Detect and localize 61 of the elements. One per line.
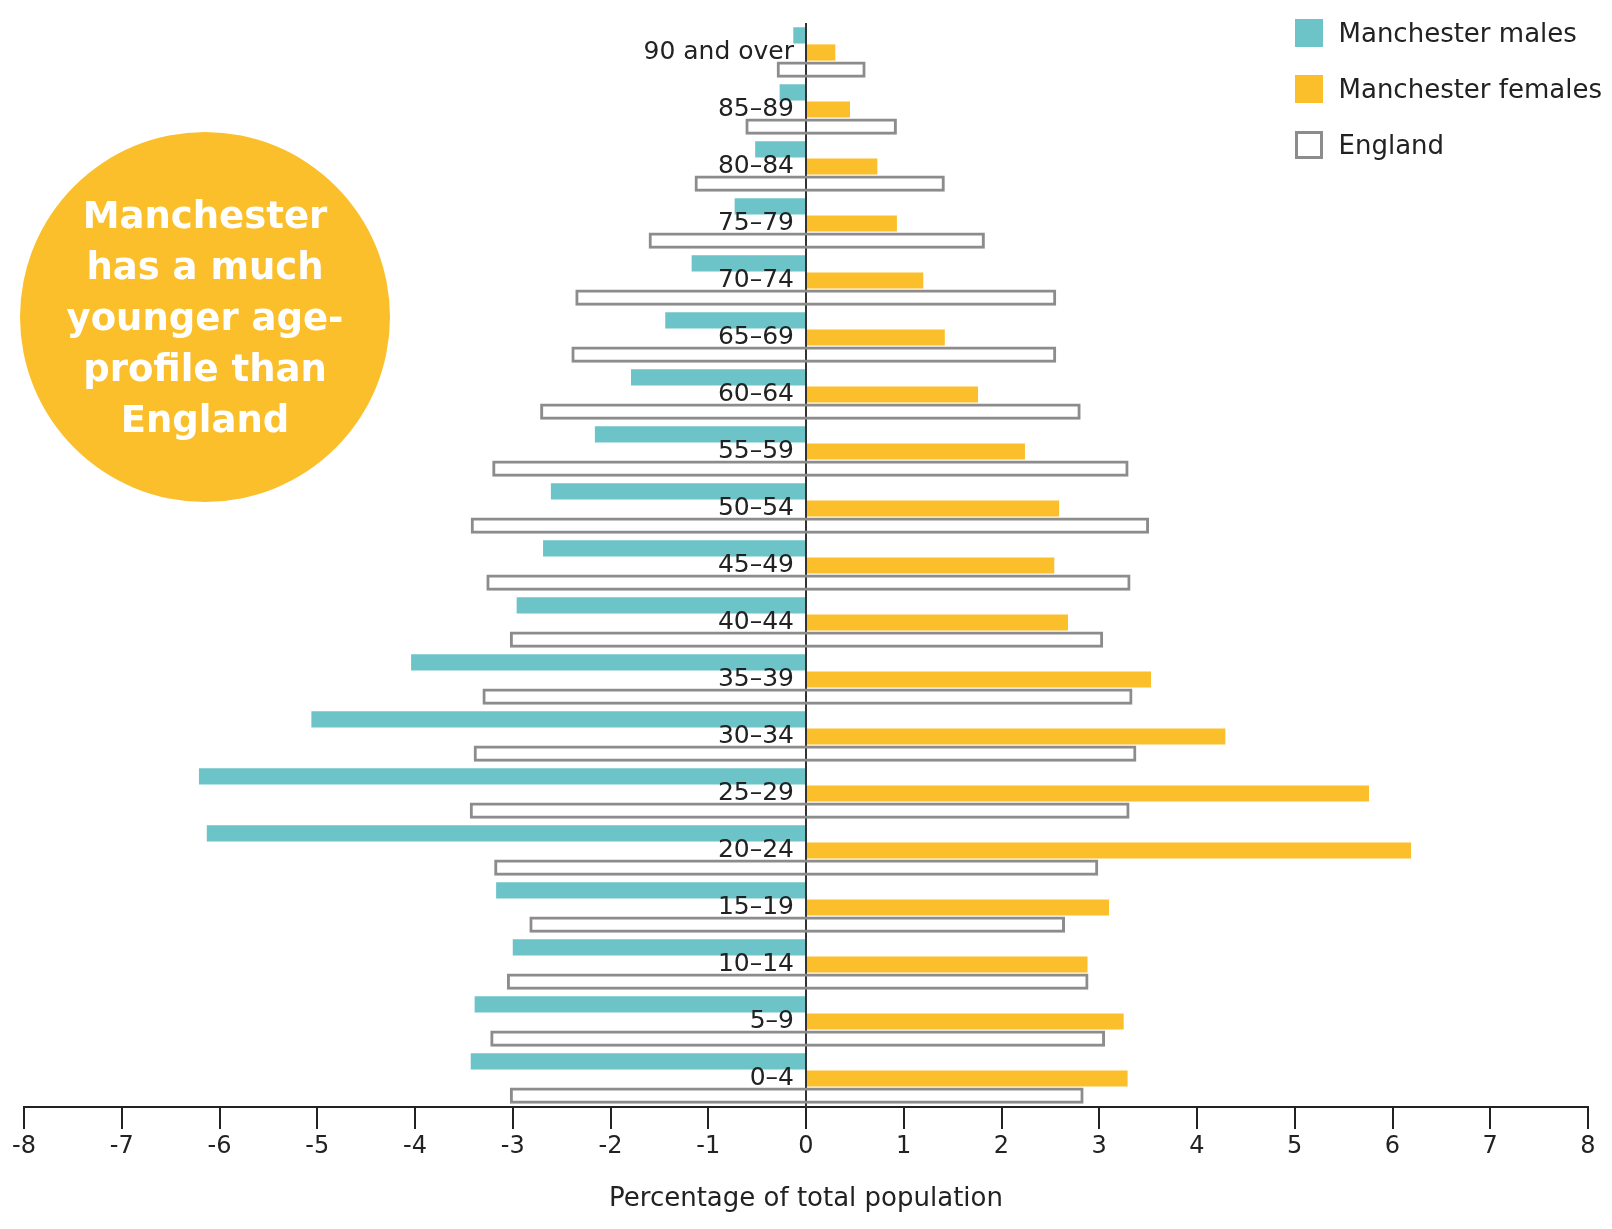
y-tick-label: 90 and over xyxy=(643,36,795,65)
y-tick-label: 10–14 xyxy=(717,948,794,977)
x-tick-label: -2 xyxy=(598,1130,623,1159)
bar xyxy=(807,158,878,175)
y-tick-label: 50–54 xyxy=(717,492,794,521)
legend-label: Manchester males xyxy=(1338,18,1577,48)
y-tick-label: 65–69 xyxy=(717,321,794,350)
y-tick-label: 60–64 xyxy=(717,378,794,407)
y-tick-label: 35–39 xyxy=(717,663,794,692)
bar xyxy=(807,1070,1128,1087)
bar xyxy=(807,842,1412,859)
bar xyxy=(807,272,924,289)
bar xyxy=(807,44,836,61)
bar xyxy=(807,614,1068,631)
x-tick-label: 0 xyxy=(798,1130,814,1159)
y-tick-label: 0–4 xyxy=(749,1062,794,1091)
y-tick-label: 55–59 xyxy=(717,435,794,464)
bar xyxy=(807,785,1370,802)
x-tick-label: 2 xyxy=(993,1130,1010,1159)
bar xyxy=(807,557,1055,574)
y-tick-label: 80–84 xyxy=(717,150,794,179)
y-tick-label: 45–49 xyxy=(717,549,794,578)
bar xyxy=(807,215,897,232)
x-tick-label: -7 xyxy=(109,1130,134,1159)
x-axis-title: Percentage of total population xyxy=(609,1182,1003,1213)
y-tick-label: 40–44 xyxy=(717,606,794,635)
bar xyxy=(807,1013,1124,1030)
y-tick-label: 75–79 xyxy=(717,207,794,236)
x-tick-label: 5 xyxy=(1287,1130,1303,1159)
bar xyxy=(807,329,945,346)
bar xyxy=(807,386,979,403)
x-tick-label: 3 xyxy=(1091,1130,1107,1159)
bar xyxy=(807,443,1025,460)
y-tick-label: 70–74 xyxy=(717,264,794,293)
x-tick-label: -5 xyxy=(305,1130,330,1159)
x-tick-label: -1 xyxy=(696,1130,721,1159)
bar xyxy=(807,671,1152,688)
y-tick-label: 30–34 xyxy=(717,720,794,749)
y-tick-label: 85–89 xyxy=(717,93,794,122)
x-tick-label: -8 xyxy=(12,1130,36,1159)
y-tick-label: 25–29 xyxy=(717,777,794,806)
bar xyxy=(807,956,1088,973)
x-tick-label: 8 xyxy=(1580,1130,1596,1159)
annotation: Manchester has a much younger age-profile than England xyxy=(65,193,345,443)
bar xyxy=(807,899,1110,916)
x-tick-label: -4 xyxy=(403,1130,427,1159)
bar xyxy=(793,27,805,44)
y-tick-label: 20–24 xyxy=(717,834,794,863)
y-tick-label: 5–9 xyxy=(749,1005,794,1034)
x-tick-label: 1 xyxy=(896,1130,912,1159)
x-tick-label: 6 xyxy=(1384,1130,1401,1159)
bar xyxy=(807,500,1060,517)
legend-label: England xyxy=(1338,130,1445,160)
bar xyxy=(807,101,850,118)
y-tick-label: 15–19 xyxy=(717,891,794,920)
x-tick-label: 7 xyxy=(1482,1130,1498,1159)
x-tick-label: -6 xyxy=(207,1130,232,1159)
legend-label: Manchester females xyxy=(1338,74,1602,104)
x-tick-label: -3 xyxy=(500,1130,525,1159)
bar xyxy=(807,728,1226,745)
x-tick-label: 4 xyxy=(1189,1130,1205,1159)
